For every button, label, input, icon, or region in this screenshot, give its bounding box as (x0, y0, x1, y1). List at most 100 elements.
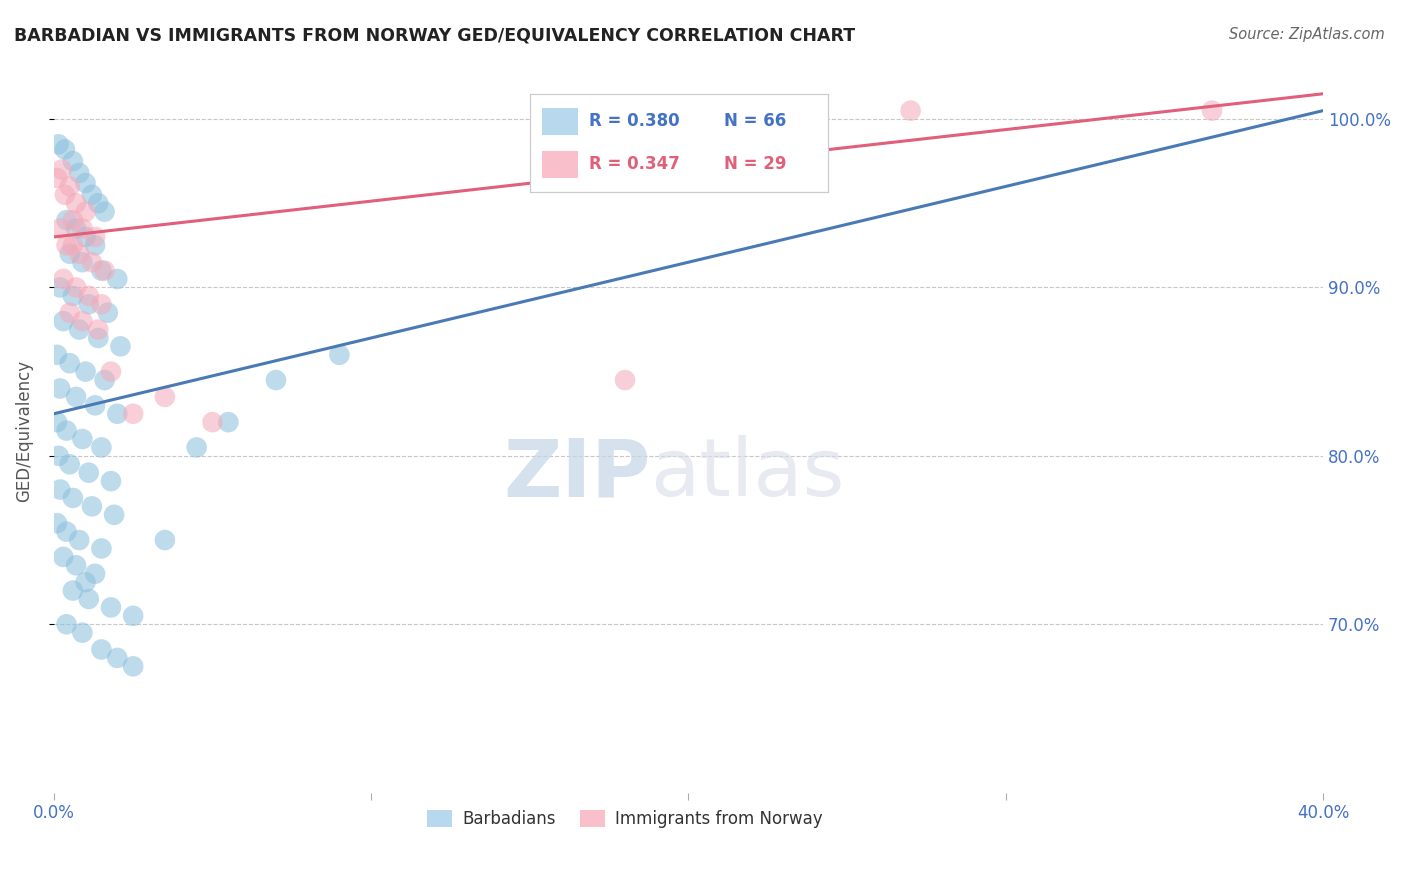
Text: ZIP: ZIP (503, 435, 651, 513)
Point (65, 280, 87, 294)
Point (90, 263, 112, 277)
Point (49, 280, 72, 294)
Point (65, 390, 87, 404)
Point (62, 213, 84, 227)
Point (153, 390, 176, 404)
Point (72, 314, 94, 328)
Point (77, 466, 100, 480)
Point (72, 221, 94, 235)
Point (59, 356, 82, 370)
Point (72, 255, 94, 269)
Point (90, 297, 112, 311)
Point (62, 289, 84, 303)
Point (217, 415, 239, 429)
Point (53, 187, 76, 202)
Point (46, 516, 69, 531)
Point (46, 415, 69, 429)
Point (55, 238, 77, 252)
Point (77, 592, 100, 607)
Point (84, 230, 107, 244)
Point (97, 306, 120, 320)
Point (90, 541, 112, 556)
Point (105, 651, 128, 665)
Point (900, 103, 922, 118)
Point (46, 171, 69, 186)
Point (72, 432, 94, 446)
Point (77, 289, 100, 303)
Point (75, 176, 97, 190)
Point (201, 415, 224, 429)
Point (65, 558, 87, 573)
Point (62, 583, 84, 598)
Point (100, 365, 122, 379)
Point (75, 365, 97, 379)
Point (614, 373, 637, 387)
Point (87, 322, 110, 336)
Point (62, 491, 84, 505)
Point (87, 196, 110, 211)
Point (65, 196, 87, 211)
Point (59, 246, 82, 260)
Point (59, 179, 82, 194)
Point (55, 213, 77, 227)
Point (75, 204, 97, 219)
Point (1201, 103, 1223, 118)
Point (122, 407, 145, 421)
Point (264, 373, 287, 387)
Point (87, 331, 110, 345)
Point (105, 407, 128, 421)
Point (93, 263, 115, 277)
Point (93, 373, 115, 387)
Point (65, 221, 87, 235)
Point (55, 424, 77, 438)
Point (49, 221, 72, 235)
Point (62, 154, 84, 169)
Point (84, 238, 107, 252)
Point (62, 238, 84, 252)
Point (67, 322, 90, 336)
Point (59, 457, 82, 471)
Point (80, 255, 103, 269)
Legend: Barbadians, Immigrants from Norway: Barbadians, Immigrants from Norway (420, 804, 830, 835)
Point (49, 382, 72, 396)
Text: Source: ZipAtlas.com: Source: ZipAtlas.com (1229, 27, 1385, 42)
Point (75, 575, 97, 590)
Point (84, 398, 107, 412)
Point (46, 348, 69, 362)
Point (100, 600, 122, 615)
Point (93, 204, 115, 219)
Point (48, 137, 70, 152)
Point (153, 533, 176, 547)
Point (55, 524, 77, 539)
Point (72, 625, 94, 640)
Y-axis label: GED/Equivalency: GED/Equivalency (15, 359, 32, 501)
Point (51, 162, 73, 177)
Text: BARBADIAN VS IMMIGRANTS FROM NORWAY GED/EQUIVALENCY CORRELATION CHART: BARBADIAN VS IMMIGRANTS FROM NORWAY GED/… (14, 27, 855, 45)
Point (100, 474, 122, 488)
Point (90, 642, 112, 657)
Point (75, 230, 97, 244)
Point (84, 566, 107, 581)
Point (52, 314, 75, 328)
Point (122, 659, 145, 673)
Text: atlas: atlas (651, 435, 845, 513)
Point (122, 608, 145, 623)
Point (77, 297, 100, 311)
Point (55, 617, 77, 632)
Point (52, 549, 75, 564)
Point (90, 441, 112, 455)
Point (186, 441, 208, 455)
Point (103, 508, 125, 522)
Point (67, 246, 90, 260)
Point (80, 500, 103, 514)
Point (80, 187, 103, 202)
Point (110, 339, 132, 353)
Point (59, 306, 82, 320)
Point (48, 449, 70, 463)
Point (67, 166, 90, 180)
Point (328, 348, 350, 362)
Point (49, 483, 72, 497)
Point (52, 272, 75, 286)
Point (67, 533, 90, 547)
Point (105, 272, 128, 286)
